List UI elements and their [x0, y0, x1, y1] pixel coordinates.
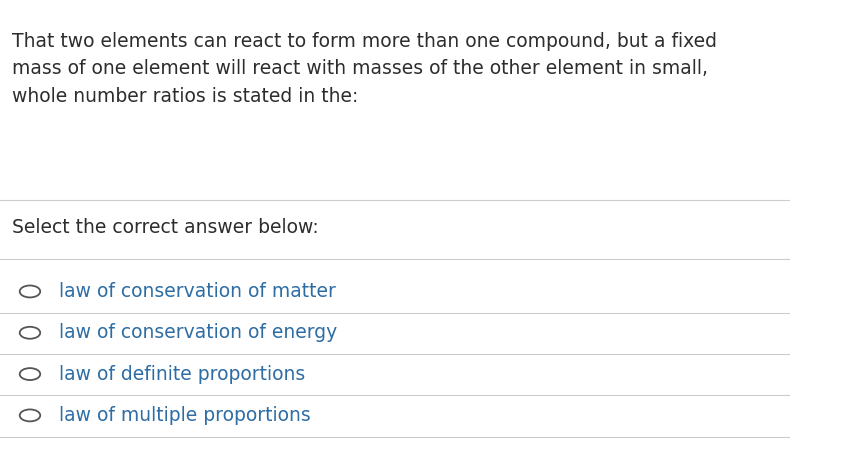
Text: law of conservation of energy: law of conservation of energy	[59, 323, 337, 342]
Text: That two elements can react to form more than one compound, but a fixed
mass of : That two elements can react to form more…	[12, 32, 717, 106]
Text: law of conservation of matter: law of conservation of matter	[59, 282, 336, 301]
Text: law of multiple proportions: law of multiple proportions	[59, 406, 311, 425]
Text: law of definite proportions: law of definite proportions	[59, 364, 306, 384]
Text: Select the correct answer below:: Select the correct answer below:	[12, 218, 318, 237]
